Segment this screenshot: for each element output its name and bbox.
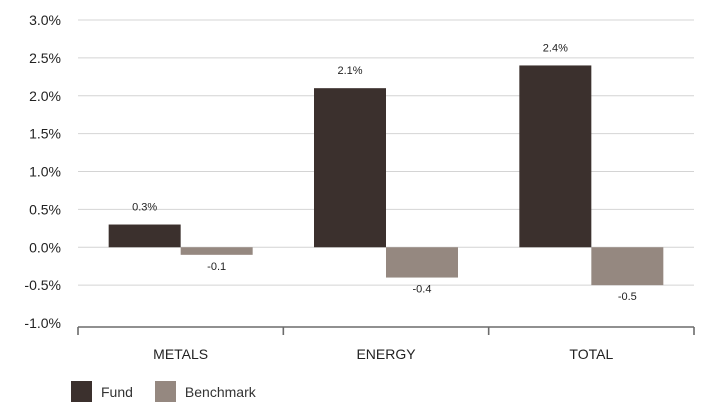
bars [108, 65, 664, 286]
y-tick-label: 0.0% [29, 239, 61, 255]
category-label: ENERGY [356, 346, 416, 362]
legend-item-benchmark: Benchmark [154, 381, 256, 402]
y-tick-label: 3.0% [29, 12, 61, 28]
data-label: -0.4 [413, 284, 432, 296]
category-labels: METALS ENERGY TOTAL [153, 346, 613, 362]
data-label: 0.3% [132, 202, 157, 214]
bar-fund [519, 65, 592, 248]
legend-swatch-benchmark [154, 381, 176, 402]
y-tick-label: -1.0% [24, 315, 61, 331]
legend-swatch-fund [71, 381, 92, 402]
data-label: 2.1% [337, 65, 362, 77]
data-label: 2.4% [543, 42, 568, 54]
legend-label-fund: Fund [101, 383, 133, 400]
category-label: METALS [153, 346, 208, 362]
bar-benchmark [386, 247, 458, 278]
y-tick-label: 2.0% [29, 88, 61, 104]
bar-benchmark [180, 247, 253, 255]
bar-fund [108, 224, 181, 248]
data-label: -0.1 [207, 261, 226, 273]
legend-label-benchmark: Benchmark [184, 383, 256, 400]
y-axis-ticks: 3.0% 2.5% 2.0% 1.5% 1.0% 0.5% 0.0% -0.5% -1.0% [24, 12, 61, 331]
bar-fund [314, 88, 386, 248]
y-tick-label: -0.5% [24, 277, 61, 293]
y-tick-label: 0.5% [29, 201, 61, 217]
x-axis-ticks [77, 327, 695, 335]
data-label: -0.5 [618, 291, 637, 303]
legend: Fund Benchmark [71, 381, 278, 402]
y-tick-label: 1.5% [29, 126, 61, 142]
bar-benchmark [591, 247, 664, 286]
legend-item-fund: Fund [71, 381, 133, 402]
y-tick-label: 2.5% [29, 50, 61, 66]
category-label: TOTAL [569, 346, 613, 362]
y-tick-label: 1.0% [29, 164, 61, 180]
data-labels: 0.3% -0.1 2.1% -0.4 2.4% -0.5 [132, 42, 637, 303]
